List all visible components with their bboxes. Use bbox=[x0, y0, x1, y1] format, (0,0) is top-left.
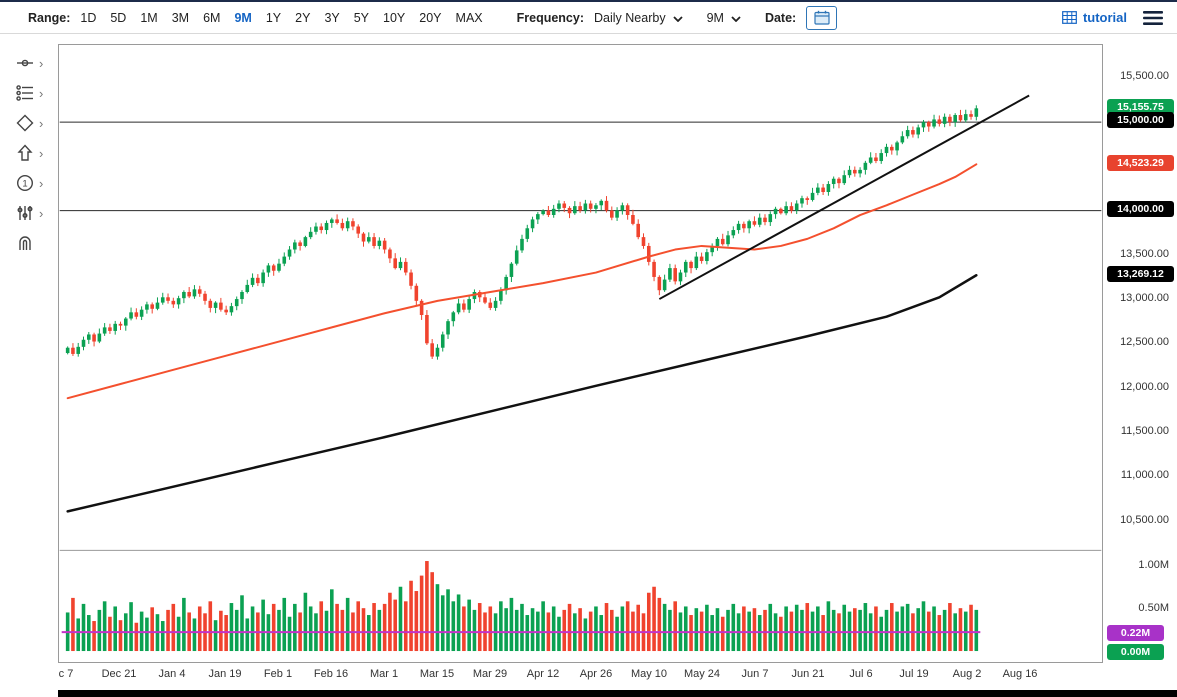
price-axis: 15,500.0015,000.0014,500.0014,000.0013,5… bbox=[1103, 0, 1177, 697]
chevron-down-icon bbox=[672, 15, 683, 22]
volume-tick: 0.50M bbox=[1138, 602, 1169, 614]
chevron-right-icon: › bbox=[39, 115, 44, 131]
x-axis-label: Feb 1 bbox=[263, 668, 293, 680]
range-max[interactable]: MAX bbox=[455, 10, 483, 25]
price-badge: 14,000.00 bbox=[1107, 201, 1174, 218]
range-6m[interactable]: 6M bbox=[203, 10, 221, 25]
x-axis-label: c 7 bbox=[58, 668, 74, 680]
drawing-toolstrip: › › › › 1 › › bbox=[0, 48, 58, 258]
number-one-icon: 1 bbox=[16, 174, 34, 192]
range-20y[interactable]: 20Y bbox=[419, 10, 442, 25]
sliders-icon bbox=[17, 206, 33, 220]
x-axis-label: Mar 1 bbox=[369, 668, 399, 680]
chevron-right-icon: › bbox=[39, 145, 44, 161]
range-1y[interactable]: 1Y bbox=[265, 10, 282, 25]
period-select[interactable]: 9M bbox=[707, 11, 741, 25]
price-badge: 15,155.75 bbox=[1107, 98, 1174, 115]
candlestick-chart[interactable] bbox=[59, 45, 1102, 662]
tool-shapes[interactable]: › bbox=[0, 108, 58, 138]
price-tick: 12,000.00 bbox=[1120, 380, 1169, 393]
chevron-right-icon: › bbox=[39, 55, 44, 71]
frequency-label: Frequency: bbox=[516, 10, 585, 25]
range-1m[interactable]: 1M bbox=[140, 10, 158, 25]
volume-badge: 0.00M bbox=[1107, 644, 1164, 660]
price-tick: 11,000.00 bbox=[1120, 469, 1169, 482]
magnet-icon bbox=[19, 236, 31, 250]
footer-bar bbox=[58, 690, 1177, 697]
price-tick: 11,500.00 bbox=[1120, 425, 1169, 437]
x-axis-label: Dec 21 bbox=[101, 668, 137, 680]
tool-settings[interactable]: › bbox=[0, 198, 58, 228]
range-5y[interactable]: 5Y bbox=[353, 10, 370, 25]
price-tick: 15,500.00 bbox=[1120, 70, 1169, 82]
svg-text:1: 1 bbox=[22, 178, 27, 189]
tutorial-link[interactable]: tutorial bbox=[1062, 10, 1127, 25]
x-axis-label: Aug 16 bbox=[1002, 668, 1038, 680]
menu-button[interactable] bbox=[1143, 10, 1163, 26]
x-axis-label: Aug 2 bbox=[952, 668, 982, 680]
range-3y[interactable]: 3Y bbox=[324, 10, 340, 25]
chevron-down-icon bbox=[731, 15, 741, 22]
tutorial-label: tutorial bbox=[1082, 10, 1127, 25]
x-axis-label: Apr 12 bbox=[526, 668, 560, 680]
volume-badge: 0.22M bbox=[1107, 625, 1164, 642]
x-axis-label: Mar 29 bbox=[472, 668, 508, 680]
x-axis-label: May 24 bbox=[683, 668, 721, 680]
x-axis-label: Mar 15 bbox=[419, 668, 455, 680]
price-badge: 15,000.00 bbox=[1107, 112, 1174, 129]
range-3m[interactable]: 3M bbox=[171, 10, 190, 25]
period-value: 9M bbox=[706, 10, 724, 25]
x-axis-label: Jun 21 bbox=[791, 668, 825, 680]
x-axis-label: Jul 19 bbox=[899, 668, 929, 680]
chart-area[interactable] bbox=[58, 44, 1103, 663]
tool-annotation-number[interactable]: 1 › bbox=[0, 168, 58, 198]
price-tick: 13,500.00 bbox=[1120, 247, 1169, 260]
volume-tick: 1.00M bbox=[1138, 559, 1169, 571]
price-badge: 14,523.29 bbox=[1107, 154, 1174, 171]
fib-levels-icon bbox=[16, 85, 33, 101]
date-label: Date: bbox=[764, 10, 797, 25]
tool-magnet[interactable] bbox=[0, 228, 58, 258]
range-5d[interactable]: 5D bbox=[110, 10, 127, 25]
price-tick: 10,500.00 bbox=[1120, 513, 1169, 526]
frequency-value: Daily Nearby bbox=[594, 10, 666, 25]
price-tick: 13,000.00 bbox=[1120, 291, 1169, 304]
x-axis-label: Apr 26 bbox=[579, 668, 613, 680]
range-10y[interactable]: 10Y bbox=[383, 10, 406, 25]
x-axis-label: Jan 19 bbox=[208, 668, 242, 680]
x-axis-label: Jul 6 bbox=[849, 668, 873, 680]
tool-measure[interactable]: › bbox=[0, 48, 58, 78]
tool-arrow[interactable]: › bbox=[0, 138, 58, 168]
x-axis-label: May 10 bbox=[630, 668, 668, 680]
tool-fib-levels[interactable]: › bbox=[0, 78, 58, 108]
chevron-right-icon: › bbox=[39, 175, 44, 191]
range-2y[interactable]: 2Y bbox=[295, 10, 311, 25]
hamburger-icon bbox=[1143, 10, 1163, 25]
range-1d[interactable]: 1D bbox=[80, 10, 97, 25]
range-label: Range: bbox=[28, 10, 71, 25]
x-axis-label: Jan 4 bbox=[158, 668, 186, 680]
top-border bbox=[0, 0, 1177, 2]
arrow-up-icon bbox=[17, 144, 33, 161]
time-axis: c 7 Dec 21 Jan 4 Jan 19 Feb 1 Feb 16 Mar 1 Mar … bbox=[0, 668, 1177, 688]
range-9m[interactable]: 9M bbox=[234, 10, 252, 25]
toolbar: Range: 1D 5D 1M 3M 6M 9M 1Y 2Y 3Y 5Y 10Y… bbox=[0, 2, 1177, 34]
diamond-icon bbox=[16, 114, 34, 132]
chevron-right-icon: › bbox=[39, 85, 44, 101]
measure-icon bbox=[17, 59, 33, 67]
x-axis-label: Feb 16 bbox=[313, 668, 349, 680]
frequency-select[interactable]: Daily Nearby bbox=[594, 11, 683, 25]
price-badge: 13,269.12 bbox=[1107, 266, 1174, 282]
table-grid-icon bbox=[1062, 11, 1077, 24]
price-tick: 12,500.00 bbox=[1120, 336, 1169, 349]
chevron-right-icon: › bbox=[39, 205, 44, 221]
x-axis-label: Jun 7 bbox=[741, 668, 769, 680]
date-picker-button[interactable] bbox=[806, 5, 838, 30]
calendar-icon bbox=[814, 10, 830, 25]
